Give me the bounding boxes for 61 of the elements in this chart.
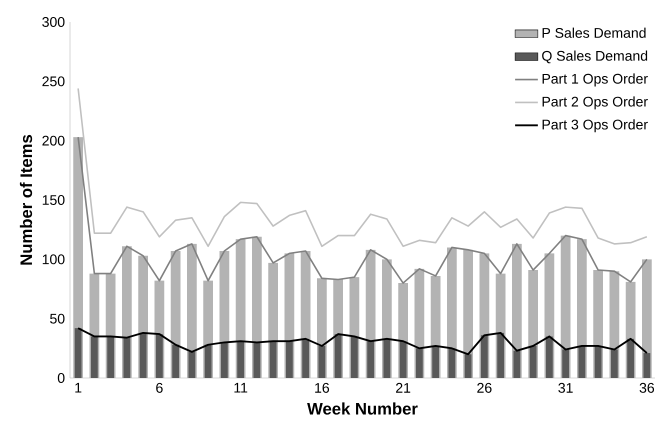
x-tick-label: 36 (640, 382, 654, 393)
y-axis-title: Number of Items (20, 134, 32, 265)
bar (140, 332, 147, 378)
bar (318, 346, 326, 378)
x-tick-label: 31 (558, 382, 573, 393)
x-tick-label: 1 (75, 382, 82, 393)
bar (578, 346, 586, 378)
bar (627, 338, 634, 378)
legend-label: Part 2 Ops Order (542, 96, 648, 110)
bar (513, 350, 520, 378)
bar (464, 354, 472, 378)
y-tick-label: 50 (50, 314, 65, 324)
bar (416, 348, 423, 378)
bar (270, 341, 277, 378)
bar (172, 344, 180, 378)
x-axis-title: Week Number (307, 402, 418, 415)
x-tick-label: 6 (156, 382, 163, 393)
line-series (77, 88, 648, 248)
legend-label: Part 1 Ops Order (542, 73, 648, 86)
bar (74, 328, 82, 378)
bar (610, 350, 618, 378)
bar (188, 352, 196, 378)
y-tick-label: 150 (42, 195, 65, 205)
x-tick-label: 16 (315, 382, 330, 393)
bar (530, 346, 537, 378)
bar (220, 342, 228, 378)
y-tick-label: 200 (42, 136, 65, 146)
bar (562, 350, 570, 378)
bar (480, 335, 488, 378)
y-tick-label: 250 (42, 76, 65, 86)
y-tick-label: 300 (42, 17, 65, 27)
x-tick-label: 26 (477, 382, 492, 393)
bar (546, 336, 553, 378)
y-tick-label: 100 (42, 254, 65, 264)
legend-label: P Sales Demand (542, 28, 646, 38)
y-tick-label: 0 (58, 373, 65, 383)
bar (237, 341, 244, 378)
bar (204, 344, 212, 378)
bar (432, 346, 440, 378)
bar (367, 341, 374, 378)
bar (90, 336, 98, 378)
legend-label: Part 3 Ops Order (542, 119, 648, 132)
bar (253, 342, 260, 378)
bar (594, 346, 602, 378)
line-series (77, 136, 648, 284)
bar (400, 341, 407, 378)
bar (497, 332, 504, 378)
bar (123, 338, 130, 378)
bar (107, 336, 114, 378)
line-series (77, 327, 648, 356)
bar (350, 336, 358, 378)
bar (448, 348, 456, 378)
legend-label: Q Sales Demand (542, 50, 648, 64)
x-tick-label: 21 (396, 382, 410, 393)
x-tick-label: 11 (234, 382, 248, 393)
bar (156, 334, 163, 378)
bar (302, 338, 310, 378)
bar (334, 334, 342, 378)
bar (643, 353, 650, 378)
bar (383, 338, 390, 378)
bar (286, 341, 293, 378)
